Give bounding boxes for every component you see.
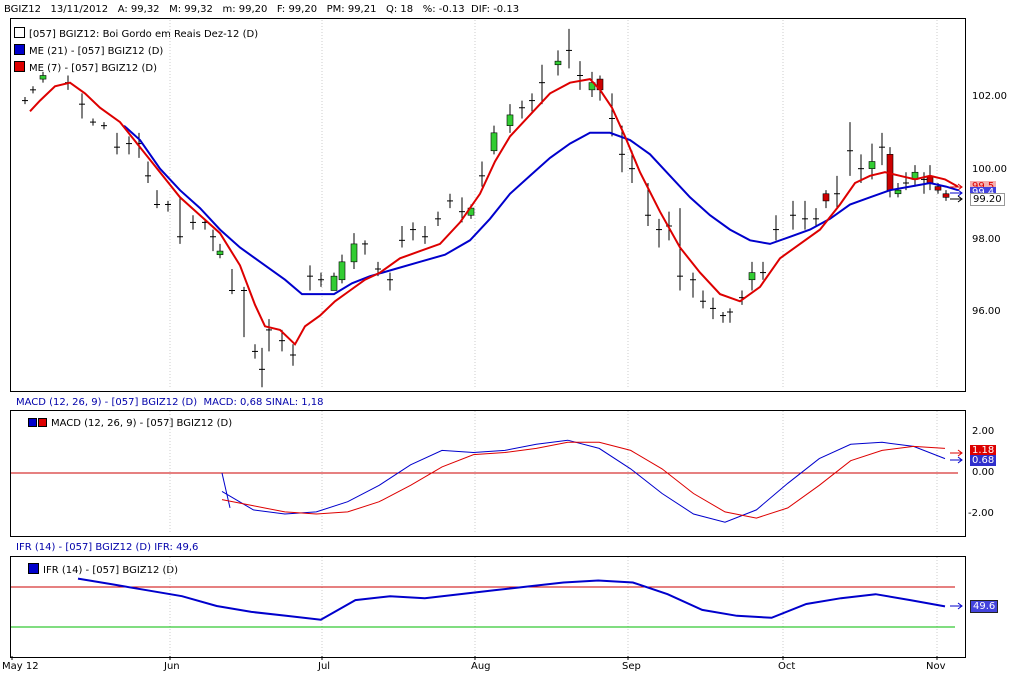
price-ytick-96: 96.00 xyxy=(972,306,1001,317)
macd-arrow-icon xyxy=(950,456,963,464)
last-close-label: 99.20 xyxy=(970,193,1005,206)
header-date: 13/11/2012 xyxy=(50,4,109,15)
candle-body xyxy=(934,186,942,191)
x-label-may: May 12 xyxy=(2,661,39,672)
header-max: M: 99,32 xyxy=(169,4,213,15)
header-pct: %: -0.13 xyxy=(422,4,465,15)
header-avg: PM: 99,21 xyxy=(326,4,377,15)
macd-legend-label: MACD (12, 26, 9) - [057] BGIZ12 (D) xyxy=(51,418,233,429)
ema21-line xyxy=(123,124,959,296)
macd-ytick-0: 0.00 xyxy=(972,467,995,478)
header-qty: Q: 18 xyxy=(386,4,414,15)
x-label-aug: Aug xyxy=(471,661,491,672)
x-label-sep: Sep xyxy=(622,661,641,672)
last-ema7-label: 99.5 xyxy=(970,181,997,192)
ema7-legend-icon xyxy=(14,61,25,72)
candle-body xyxy=(330,275,338,291)
macd-ytick-m2: -2.00 xyxy=(968,508,994,519)
macd-ytick-2: 2.00 xyxy=(972,426,995,437)
header-dif: DIF: -0.13 xyxy=(471,4,520,15)
macd-start-segment xyxy=(221,472,231,509)
candle-body xyxy=(554,60,562,66)
price-ytick-102: 102.00 xyxy=(972,91,1007,102)
price-ytick-98: 98.00 xyxy=(972,234,1001,245)
last-macd-label: 0.68 xyxy=(970,455,997,466)
candle-body xyxy=(894,189,902,195)
candle-body xyxy=(350,243,358,263)
last-ema21-label: 99.4 xyxy=(970,187,997,198)
macd-title-values: MACD: 0,68 SINAL: 1,18 xyxy=(203,397,324,408)
candle-body xyxy=(868,161,876,169)
candle-body xyxy=(39,75,47,80)
rsi-title: IFR (14) - [057] BGIZ12 (D) IFR: 49,6 xyxy=(16,542,199,553)
price-legend-1: [057] BGIZ12: Boi Gordo em Reais Dez-12 … xyxy=(14,27,258,40)
candle-body xyxy=(748,272,756,281)
candle-body xyxy=(822,193,830,202)
price-ytick-100: 100.00 xyxy=(972,164,1007,175)
x-label-nov: Nov xyxy=(926,661,946,672)
ema7-arrow-icon xyxy=(950,183,963,191)
price-legend-3: ME (7) - [057] BGIZ12 (D) xyxy=(14,61,157,74)
signal-legend-icon xyxy=(38,418,47,427)
header-bar: BGIZ12 13/11/2012 A: 99,32 M: 99,32 m: 9… xyxy=(4,4,519,15)
candle-body xyxy=(490,132,498,152)
header-open: A: 99,32 xyxy=(117,4,160,15)
ema21-arrow-icon xyxy=(950,189,963,197)
x-label-jun: Jun xyxy=(164,661,180,672)
rsi-legend: IFR (14) - [057] BGIZ12 (D) xyxy=(28,563,178,576)
x-label-jul: Jul xyxy=(318,661,331,672)
rsi-arrow-icon xyxy=(950,602,963,610)
rsi-legend-icon xyxy=(28,563,39,574)
rsi-line xyxy=(77,577,946,621)
price-legend-2: ME (21) - [057] BGIZ12 (D) xyxy=(14,44,163,57)
signal-arrow-icon xyxy=(950,449,963,457)
macd-title-label: MACD (12, 26, 9) - [057] BGIZ12 (D) xyxy=(16,397,198,408)
macd-title: MACD (12, 26, 9) - [057] BGIZ12 (D) MACD… xyxy=(16,397,324,408)
header-close: F: 99,20 xyxy=(276,4,318,15)
rsi-legend-label: IFR (14) - [057] BGIZ12 (D) xyxy=(43,565,179,576)
candle-body xyxy=(338,261,346,281)
macd-legend-icon xyxy=(28,418,37,427)
x-label-oct: Oct xyxy=(778,661,796,672)
candle-legend-icon xyxy=(14,27,25,38)
price-legend-2-label: ME (21) - [057] BGIZ12 (D) xyxy=(29,46,164,57)
candle-body xyxy=(216,250,224,255)
last-signal-label: 1.18 xyxy=(970,445,997,456)
candle-body xyxy=(506,114,514,126)
price-legend-1-label: [057] BGIZ12: Boi Gordo em Reais Dez-12 … xyxy=(29,29,259,40)
macd-line xyxy=(221,439,946,523)
candle-body xyxy=(942,193,950,198)
price-legend-3-label: ME (7) - [057] BGIZ12 (D) xyxy=(29,63,157,74)
header-min: m: 99,20 xyxy=(222,4,268,15)
ema7-line xyxy=(29,78,959,346)
header-symbol: BGIZ12 xyxy=(4,4,41,15)
last-rsi-label: 49.6 xyxy=(970,600,999,613)
close-arrow-icon xyxy=(950,195,963,203)
macd-legend: MACD (12, 26, 9) - [057] BGIZ12 (D) xyxy=(28,418,232,429)
rsi-panel[interactable] xyxy=(10,556,966,658)
ema21-legend-icon xyxy=(14,44,25,55)
signal-line xyxy=(221,441,946,519)
